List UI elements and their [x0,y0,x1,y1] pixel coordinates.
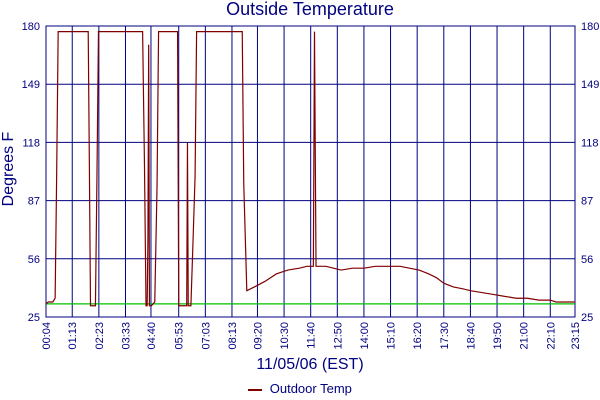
x-tick-label: 14:00 [359,322,371,350]
x-tick-label: 12:50 [332,322,344,350]
plot-area [45,25,576,318]
y-tick-label-right: 87 [581,196,593,208]
x-axis: 00:04 01:13 02:23 03:33 04:40 05:53 07:03 08:13… [41,322,582,350]
y-tick-label: 118 [22,137,40,149]
legend-swatch-outdoor-temp [248,388,263,391]
x-tick-label: 07:03 [200,322,212,350]
gridlines [45,25,576,318]
x-tick-label: 10:30 [279,322,291,350]
y-tick-label: 56 [28,254,40,266]
x-tick-label: 01:13 [67,322,79,350]
x-tick-label: 09:20 [252,322,264,350]
x-tick-label: 08:13 [227,322,239,350]
series-layer [45,31,575,307]
y-tick-label-right: 118 [581,137,599,149]
x-tick-label: 18:40 [465,322,477,350]
x-tick-label: 00:04 [41,322,53,350]
x-tick-label: 03:33 [120,322,132,350]
series-line-outdoor-temp [45,31,575,307]
chart-title: Outside Temperature [226,0,394,19]
x-tick-label: 19:50 [492,322,504,350]
x-tick-label: 23:15 [570,322,582,350]
y-axis-left: 25 56 87 118 149 180 [22,21,40,324]
y-tick-label: 149 [22,79,40,91]
y-tick-label-right: 56 [581,254,593,266]
y-tick-label: 180 [22,21,40,33]
x-tick-label: 22:10 [545,322,557,350]
x-tick-label: 21:00 [519,322,531,350]
legend: Outdoor Temp [0,381,600,396]
y-tick-label: 87 [28,196,40,208]
legend-label-outdoor-temp: Outdoor Temp [269,381,352,396]
x-tick-label: 02:23 [94,322,106,350]
x-axis-label: 11/05/06 (EST) [256,356,364,373]
y-tick-label: 25 [28,312,40,324]
x-tick-label: 05:53 [174,322,186,350]
x-tick-label: 04:40 [146,322,158,350]
x-tick-label: 16:20 [412,322,424,350]
y-tick-label-right: 149 [581,79,599,91]
y-axis-right: 25 56 87 118 149 180 [581,21,599,324]
x-tick-label: 11:40 [306,322,318,349]
y-tick-label-right: 25 [581,312,593,324]
y-tick-label-right: 180 [581,21,599,33]
x-tick-label: 15:10 [386,322,398,350]
x-tick-label: 17:30 [439,322,451,350]
